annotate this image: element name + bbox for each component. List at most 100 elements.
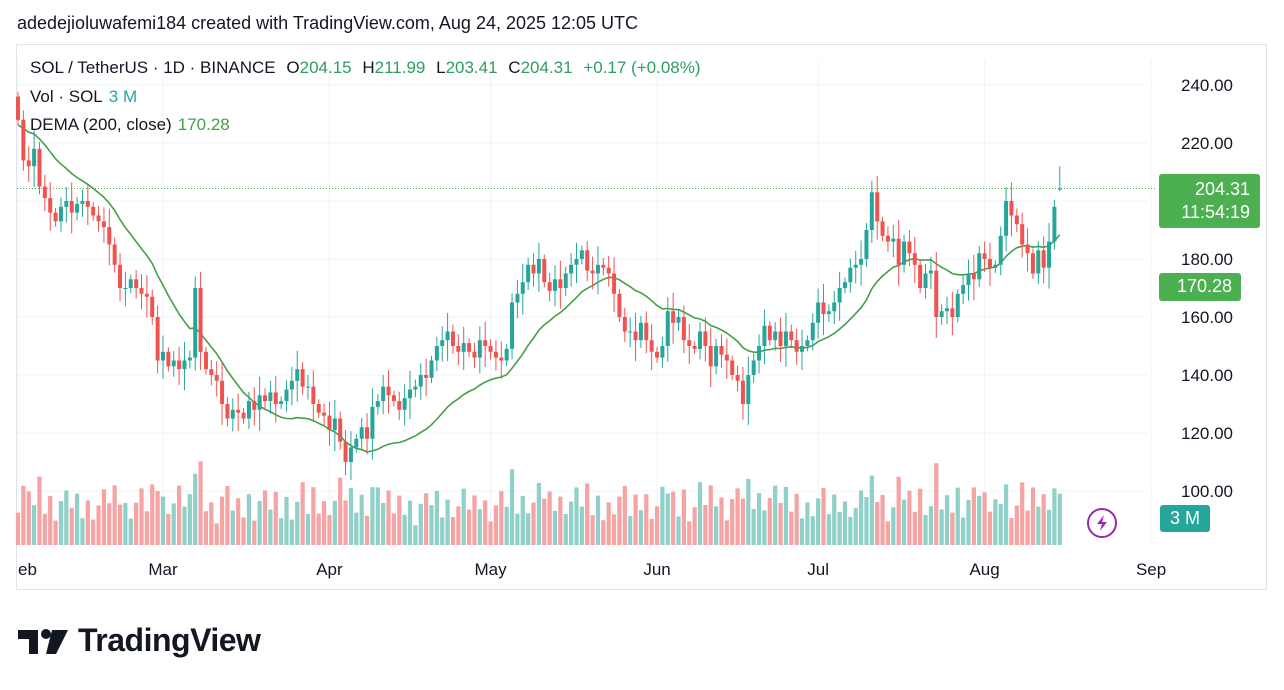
candle-body <box>810 322 815 341</box>
candle-body <box>171 360 176 367</box>
volume-bar <box>214 523 219 545</box>
volume-bar <box>896 476 901 545</box>
volume-bar <box>987 511 993 545</box>
volume-bar <box>386 490 391 545</box>
candle-body <box>590 270 595 274</box>
lightning-icon[interactable] <box>1087 508 1117 538</box>
candle-body <box>762 325 767 346</box>
candle-body <box>821 302 826 315</box>
symbol-label[interactable]: SOL / TetherUS · 1D · BINANCE <box>30 58 276 77</box>
candle-body <box>902 241 907 265</box>
legend-dema[interactable]: DEMA (200, close) 170.28 <box>30 115 236 135</box>
volume-bar <box>751 509 756 545</box>
volume-bar <box>391 513 396 545</box>
x-tick-label: Mar <box>148 560 178 579</box>
volume-bar <box>515 513 520 545</box>
volume-bar <box>783 487 789 545</box>
volume-bar <box>671 491 676 545</box>
candle-body <box>891 238 896 242</box>
candle-body <box>601 264 606 268</box>
volume-bar <box>15 512 21 545</box>
y-tick-label: 220.00 <box>1181 134 1233 153</box>
candle-body <box>751 360 756 375</box>
candle-body <box>740 380 745 404</box>
volume-bar <box>91 519 96 545</box>
volume-bar <box>295 501 300 545</box>
volume-bar <box>869 475 874 545</box>
candle-body <box>32 148 37 167</box>
legend-volume[interactable]: Vol · SOL 3 M <box>30 87 143 107</box>
candle-body <box>370 406 375 439</box>
candle-body <box>1057 188 1062 190</box>
volume-bar <box>606 502 611 545</box>
candle-body <box>252 401 257 410</box>
candle-body <box>923 273 928 288</box>
volume-bar <box>338 477 343 545</box>
volume-bar <box>284 496 289 545</box>
candle-body <box>58 206 63 222</box>
volume-bar <box>901 499 907 545</box>
candle-body <box>300 369 305 387</box>
volume-bar <box>53 520 58 545</box>
candle-body <box>53 212 58 222</box>
volume-bar <box>305 514 311 545</box>
candle-body <box>354 438 359 448</box>
candle-body <box>789 331 794 341</box>
volume-bar <box>85 500 90 545</box>
volume-bar <box>880 495 885 545</box>
candle-body <box>832 302 837 312</box>
candle-body <box>343 441 348 462</box>
candle-body <box>273 392 278 404</box>
volume-bar <box>998 504 1003 545</box>
volume-bar <box>354 512 359 545</box>
candle-body <box>246 401 251 419</box>
volume-bar <box>799 518 805 545</box>
low-value: L203.41 <box>436 58 498 77</box>
volume-bar <box>773 485 778 545</box>
candle-body <box>660 346 665 358</box>
volume-bar <box>1052 488 1057 545</box>
candle-body <box>730 360 735 375</box>
candle-body <box>107 227 112 245</box>
candle-body <box>612 273 617 294</box>
volume-bar <box>375 487 380 545</box>
candle-body <box>429 360 434 378</box>
candle-body <box>386 386 391 396</box>
tradingview-logo[interactable]: TradingView <box>18 622 261 659</box>
volume-bar <box>42 513 47 545</box>
candle-body <box>493 351 498 358</box>
candle-body <box>134 279 139 288</box>
volume-bar <box>1046 509 1052 545</box>
volume-bar <box>1057 493 1062 545</box>
candle-body <box>230 409 235 419</box>
volume-bar <box>907 490 912 545</box>
volume-bar <box>107 503 112 545</box>
volume-bar <box>499 491 504 545</box>
candle-body <box>617 293 622 317</box>
volume-bar <box>117 504 123 545</box>
volume-bar <box>209 502 214 545</box>
candle-body <box>558 279 563 288</box>
volume-bar <box>246 494 252 545</box>
volume-bar <box>611 514 617 545</box>
candle-body <box>381 386 386 402</box>
volume-bar <box>488 521 493 545</box>
volume-bar <box>756 493 762 545</box>
candle-body <box>1004 201 1009 236</box>
volume-bar <box>171 503 176 545</box>
candle-body <box>268 392 273 402</box>
volume-bar <box>262 490 268 545</box>
volume-bar <box>450 517 456 545</box>
volume-bar <box>966 499 971 545</box>
candle-body <box>553 279 557 291</box>
volume-bar <box>64 490 69 545</box>
candle-body <box>773 331 778 341</box>
candle-body <box>327 415 332 431</box>
volume-bar <box>32 505 37 545</box>
volume-bar <box>574 487 579 545</box>
volume-bar <box>413 525 418 545</box>
candle-body <box>445 331 450 341</box>
volume-bar <box>139 488 144 545</box>
y-tick-label: 120.00 <box>1181 424 1233 443</box>
